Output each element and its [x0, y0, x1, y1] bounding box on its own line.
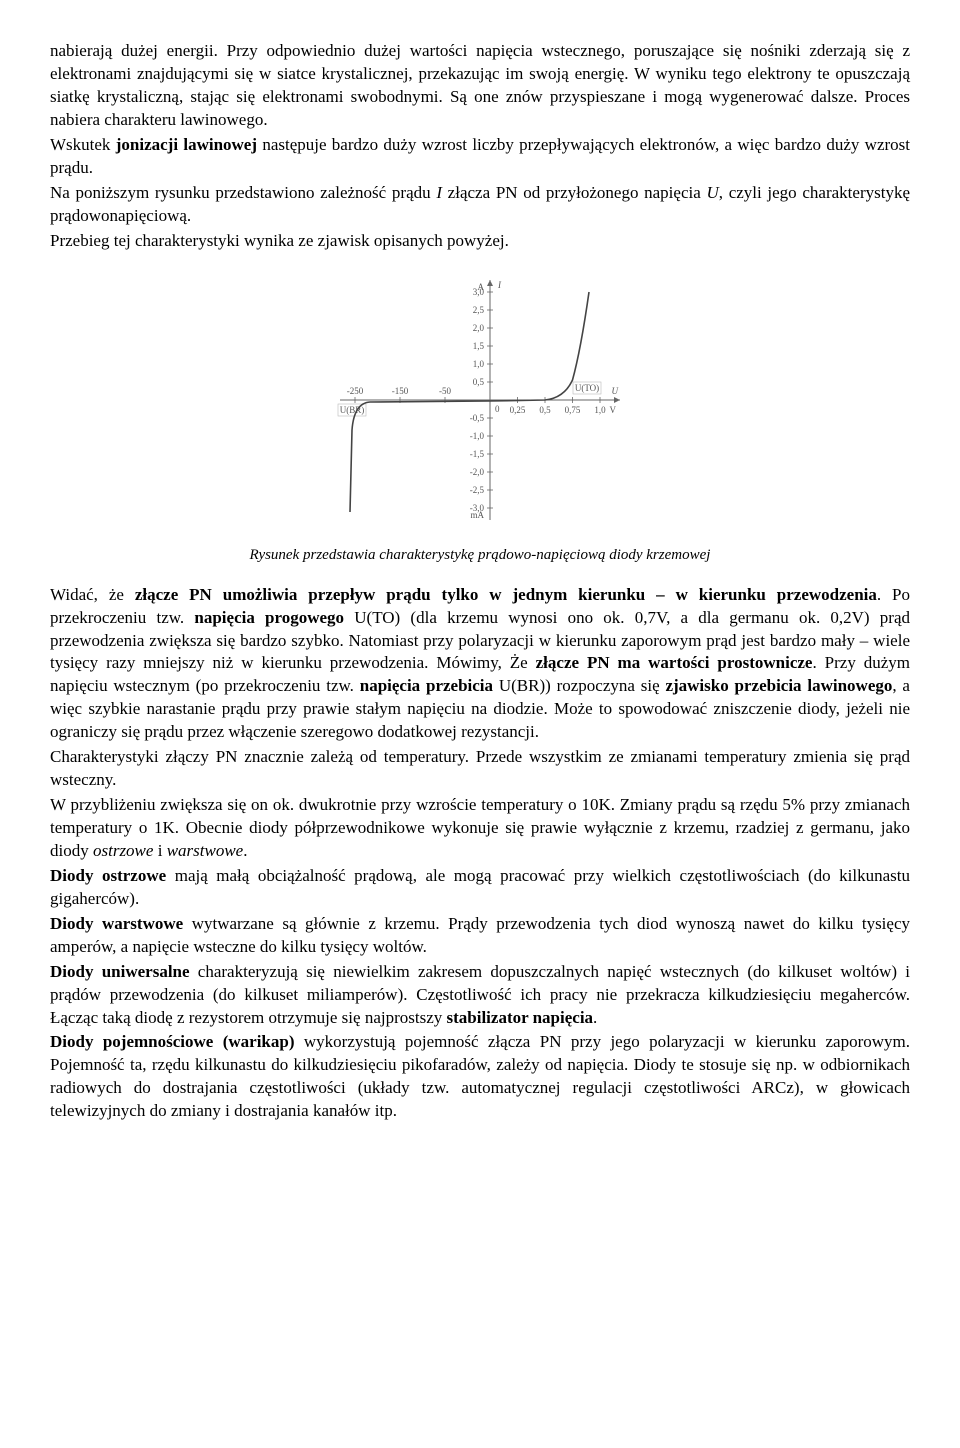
- text: U(BR)) rozpoczyna się: [493, 676, 665, 695]
- paragraph-4: Przebieg tej charakterystyki wynika ze z…: [50, 230, 910, 253]
- svg-text:2,5: 2,5: [473, 305, 485, 315]
- svg-text:0,5: 0,5: [473, 377, 485, 387]
- svg-text:0: 0: [495, 404, 500, 414]
- term-voltage-stabilizer: stabilizator napięcia: [447, 1008, 594, 1027]
- text: i: [153, 841, 166, 860]
- svg-text:-1,0: -1,0: [470, 431, 485, 441]
- term-layer-diode: warstwowe: [167, 841, 244, 860]
- svg-text:0,5: 0,5: [539, 405, 551, 415]
- svg-text:-250: -250: [347, 386, 364, 396]
- text: Wskutek: [50, 135, 116, 154]
- svg-text:mA: mA: [471, 510, 485, 520]
- paragraph-1: nabierają dużej energii. Przy odpowiedni…: [50, 40, 910, 132]
- svg-text:-2,0: -2,0: [470, 467, 485, 477]
- term-layer-diodes: Diody warstwowe: [50, 914, 183, 933]
- text: złącza PN od przyłożonego napięcia: [442, 183, 706, 202]
- text: Na poniższym rysunku przedstawiono zależ…: [50, 183, 436, 202]
- svg-text:0,75: 0,75: [565, 405, 581, 415]
- svg-text:-50: -50: [439, 386, 451, 396]
- svg-text:-1,5: -1,5: [470, 449, 485, 459]
- svg-text:U(TO): U(TO): [575, 383, 599, 393]
- text: .: [243, 841, 247, 860]
- svg-text:1,0: 1,0: [473, 359, 485, 369]
- symbol-voltage: U: [706, 183, 718, 202]
- term-avalanche-breakdown: zjawisko przebicia lawinowego: [665, 676, 892, 695]
- text: mają małą obciążalność prądową, ale mogą…: [50, 866, 910, 908]
- term-ionization: jonizacji lawinowej: [116, 135, 257, 154]
- svg-text:-150: -150: [392, 386, 409, 396]
- paragraph-8: Diody ostrzowe mają małą obciążalność pr…: [50, 865, 910, 911]
- paragraph-6: Charakterystyki złączy PN znacznie zależ…: [50, 746, 910, 792]
- svg-text:-0,5: -0,5: [470, 413, 485, 423]
- term-point-diodes: Diody ostrzowe: [50, 866, 166, 885]
- term-varicap-diodes: Diody pojemnościowe (warikap): [50, 1032, 295, 1051]
- svg-text:-2,5: -2,5: [470, 485, 485, 495]
- paragraph-2: Wskutek jonizacji lawinowej następuje ba…: [50, 134, 910, 180]
- diode-iv-chart: 0,51,01,52,02,53,0A-0,5-1,0-1,5-2,0-2,5-…: [50, 270, 910, 537]
- text: .: [593, 1008, 597, 1027]
- term-breakdown-voltage: napięcia przebicia: [360, 676, 493, 695]
- term-point-diode: ostrzowe: [93, 841, 153, 860]
- paragraph-3: Na poniższym rysunku przedstawiono zależ…: [50, 182, 910, 228]
- chart-svg: 0,51,01,52,02,53,0A-0,5-1,0-1,5-2,0-2,5-…: [320, 270, 640, 530]
- term-universal-diodes: Diody uniwersalne: [50, 962, 190, 981]
- svg-text:1,5: 1,5: [473, 341, 485, 351]
- paragraph-7: W przybliżeniu zwiększa się on ok. dwukr…: [50, 794, 910, 863]
- term-threshold-voltage: napięcia progowego: [194, 608, 344, 627]
- term-rectifying: złącze PN ma wartości prostownicze: [536, 653, 813, 672]
- paragraph-11: Diody pojemnościowe (warikap) wykorzystu…: [50, 1031, 910, 1123]
- chart-caption: Rysunek przedstawia charakterystykę prąd…: [50, 545, 910, 565]
- svg-text:0,25: 0,25: [510, 405, 526, 415]
- text: Widać, że: [50, 585, 135, 604]
- svg-text:V: V: [610, 405, 617, 415]
- svg-text:U: U: [612, 386, 619, 396]
- svg-text:2,0: 2,0: [473, 323, 485, 333]
- svg-text:1,0: 1,0: [594, 405, 606, 415]
- paragraph-9: Diody warstwowe wytwarzane są głównie z …: [50, 913, 910, 959]
- paragraph-10: Diody uniwersalne charakteryzują się nie…: [50, 961, 910, 1030]
- svg-text:A: A: [478, 282, 485, 292]
- term-junction-direction: złącze PN umożliwia przepływ prądu tylko…: [135, 585, 877, 604]
- paragraph-5: Widać, że złącze PN umożliwia przepływ p…: [50, 584, 910, 745]
